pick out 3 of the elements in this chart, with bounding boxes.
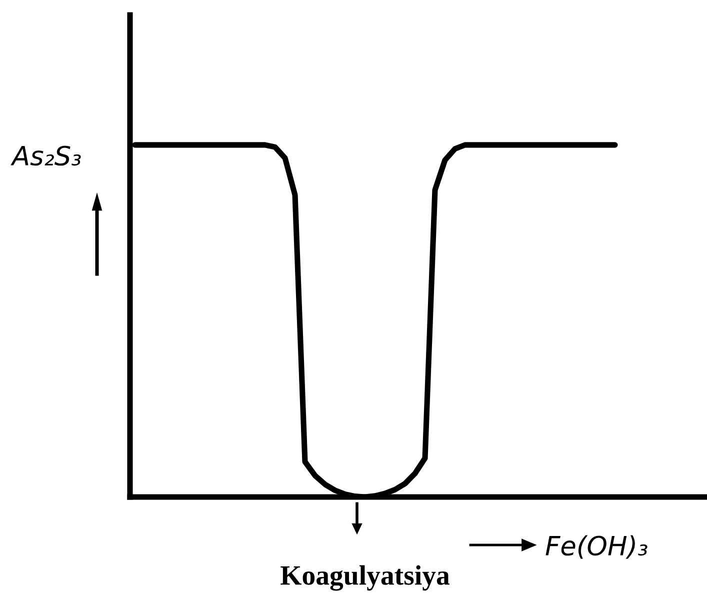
y-axis-title: As₂S₃ <box>10 146 81 166</box>
x-axis-title: Fe(OH)₃ <box>546 535 648 559</box>
text: Koagulyatsiya <box>280 565 450 591</box>
